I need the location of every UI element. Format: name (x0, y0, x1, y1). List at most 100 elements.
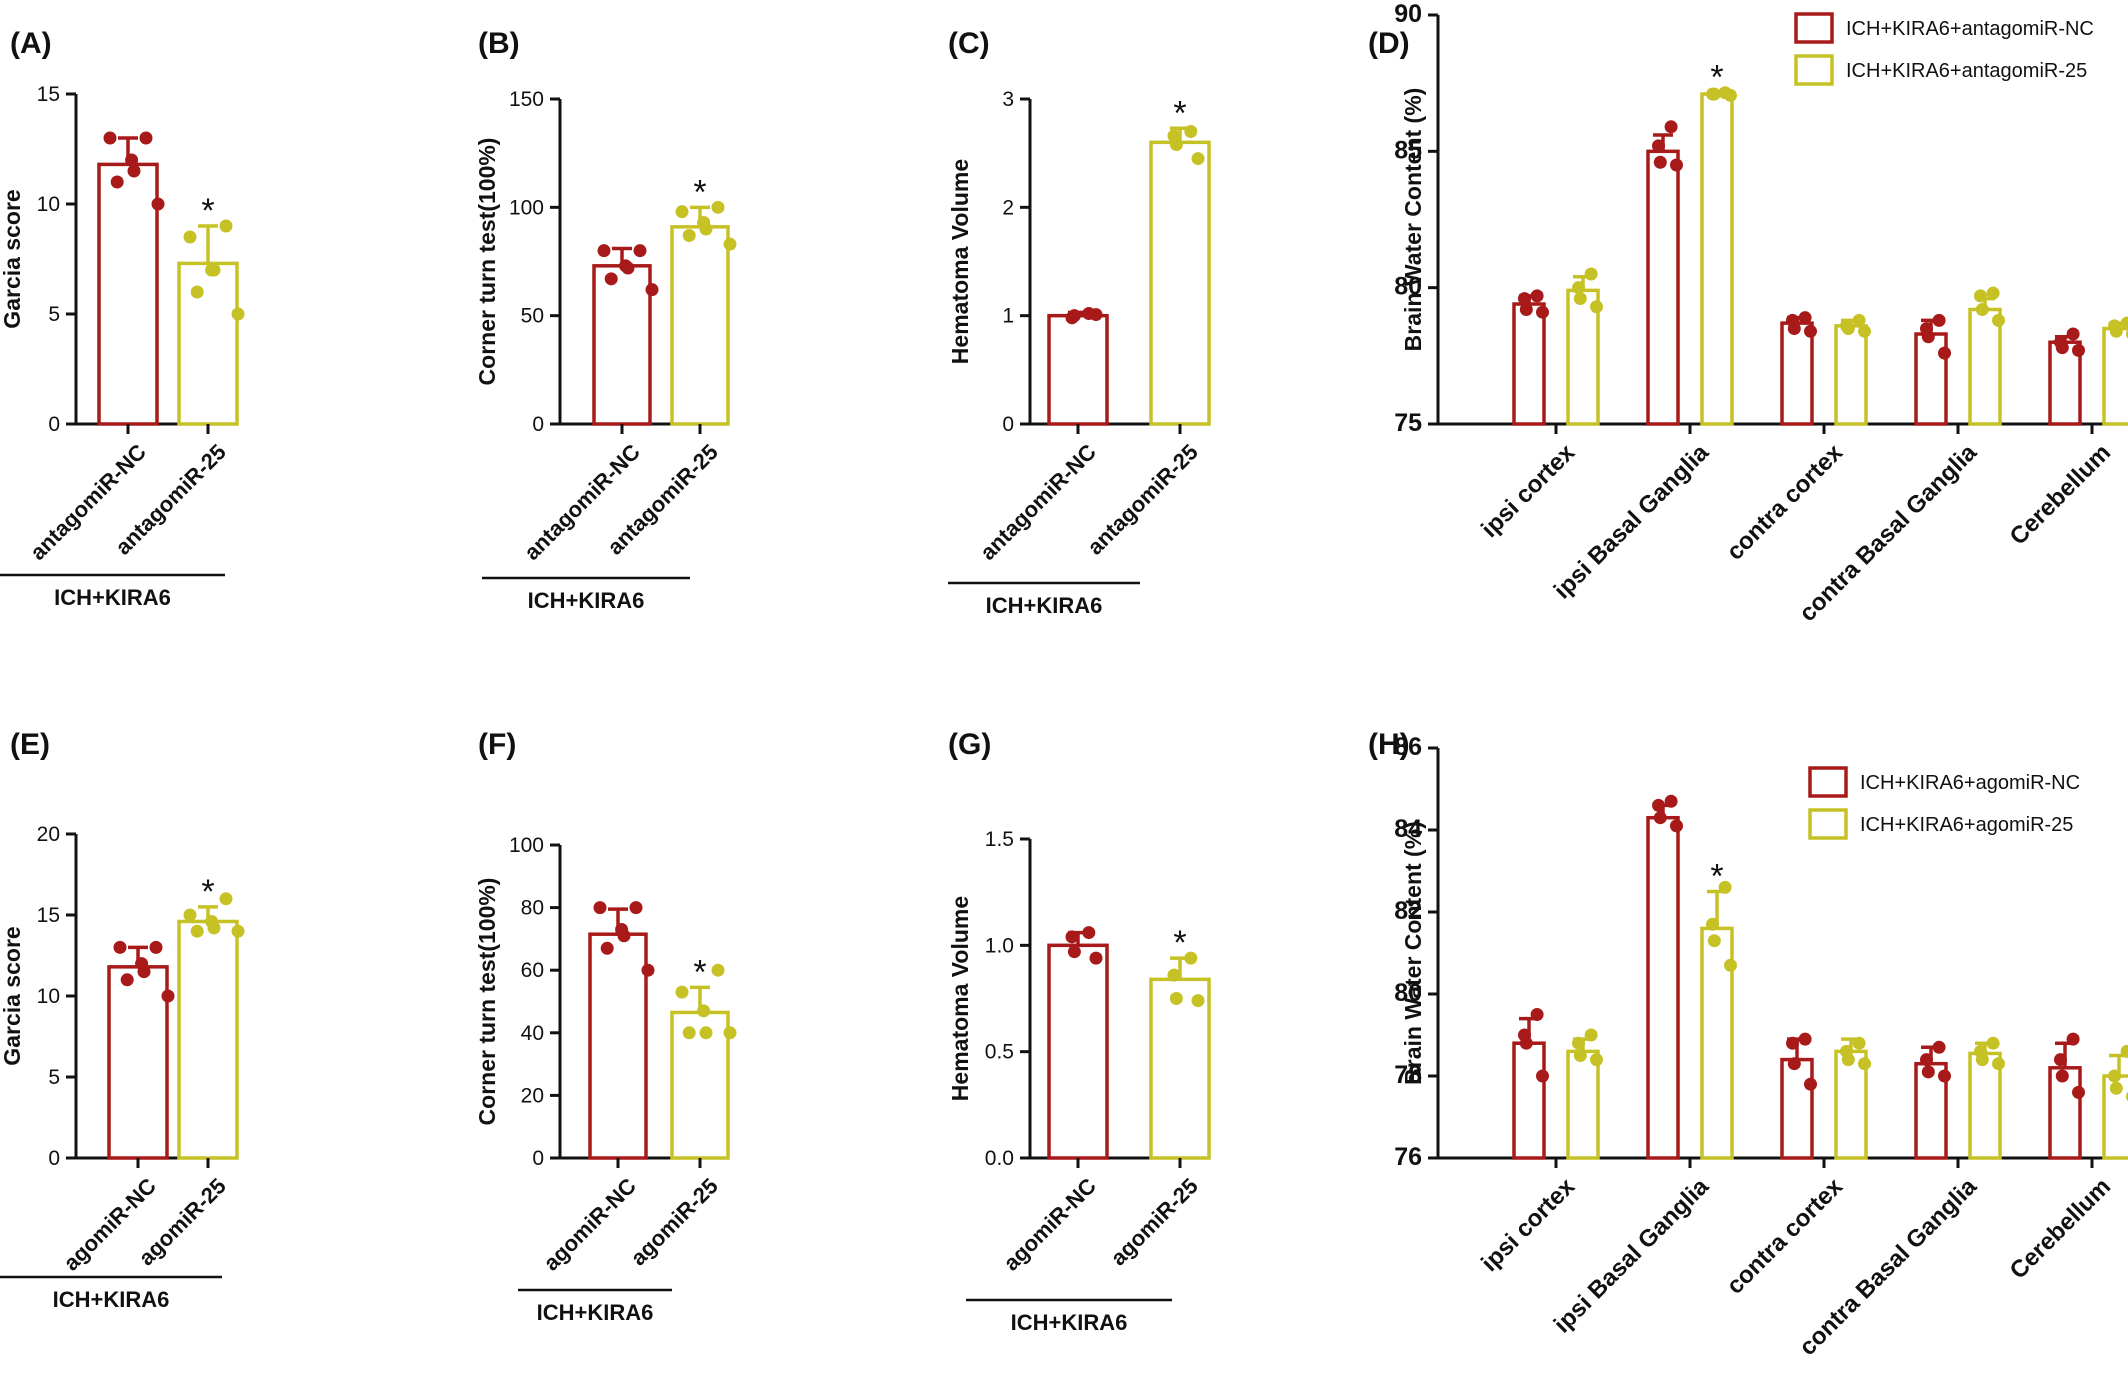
data-point (1921, 330, 1935, 344)
data-point (1530, 289, 1544, 303)
group-label: ICH+KIRA6 (537, 1300, 654, 1325)
data-point (2072, 1085, 2085, 1099)
bar (177, 261, 239, 426)
panel-label: (C) (948, 27, 990, 60)
bar (592, 264, 652, 426)
data-point (1530, 1008, 1544, 1021)
y-axis-title: Brain Water Content (%) (1400, 821, 1426, 1085)
legend-label: ICH+KIRA6+antagomiR-25 (1846, 60, 2087, 82)
data-point (1798, 1032, 1812, 1046)
data-point (127, 164, 141, 178)
data-point (1653, 155, 1667, 169)
legend-label: ICH+KIRA6+antagomiR-NC (1846, 18, 2094, 40)
data-point (1572, 1036, 1585, 1050)
data-point (219, 219, 233, 233)
y-tick-label: 15 (37, 83, 60, 106)
data-point (2120, 316, 2128, 330)
data-point (1786, 1036, 1799, 1050)
bar (1566, 1049, 1600, 1160)
data-point (1184, 125, 1198, 138)
y-tick-label: 0.5 (985, 1041, 1014, 1064)
data-point (1670, 819, 1683, 833)
data-point (1841, 322, 1855, 336)
category-label: ipsi cortex (1476, 1173, 1580, 1277)
data-point (699, 222, 713, 236)
data-point (621, 261, 635, 275)
bar (1646, 815, 1680, 1160)
bar (1646, 149, 1680, 426)
panel-label: (F) (478, 728, 516, 761)
panel-label: (A) (10, 27, 52, 60)
data-point (1798, 311, 1812, 325)
significance-star: * (1173, 94, 1186, 132)
data-point (1921, 1065, 1935, 1079)
category-label: Cerebellum (2005, 1173, 2117, 1285)
data-point (723, 1026, 737, 1040)
data-point (1573, 1049, 1587, 1062)
data-point (645, 283, 659, 297)
y-tick-label: 80 (1394, 273, 1422, 301)
panel-label: (D) (1368, 27, 1410, 60)
bar (1512, 302, 1546, 426)
panel-label: (E) (10, 728, 50, 761)
bar (1047, 313, 1109, 426)
y-tick-label: 0.0 (985, 1147, 1014, 1170)
y-axis-title: Corner turn test(100%) (474, 138, 500, 386)
category-label: agomiR-NC (998, 1173, 1100, 1275)
data-point (1082, 926, 1096, 940)
data-point (190, 924, 204, 938)
data-point (139, 131, 153, 145)
data-point (1590, 300, 1603, 314)
data-point (1519, 302, 1533, 316)
bar (2102, 326, 2128, 426)
y-tick-label: 1.5 (985, 828, 1014, 851)
data-point (1519, 1036, 1533, 1050)
data-point (641, 963, 655, 977)
y-tick-label: 78 (1394, 1061, 1422, 1089)
category-label: contra cortex (1722, 439, 1849, 566)
data-point (1852, 1036, 1866, 1050)
y-tick-label: 0 (48, 1147, 60, 1170)
y-tick-label: 100 (509, 196, 544, 219)
data-point (699, 1026, 713, 1040)
y-tick-label: 20 (521, 1084, 544, 1107)
data-point (137, 965, 151, 979)
panel-label: (H) (1368, 728, 1410, 761)
group-label: ICH+KIRA6 (1011, 1310, 1128, 1335)
y-tick-label: 5 (48, 303, 60, 326)
bar (1512, 1041, 1546, 1160)
data-point (2109, 1081, 2123, 1095)
data-point (682, 1026, 696, 1040)
bar (107, 965, 169, 1160)
legend-swatch (1794, 54, 1834, 86)
data-point (1804, 324, 1817, 338)
category-label: agomiR-NC (538, 1173, 640, 1275)
data-point (2108, 1069, 2121, 1083)
panel-f: (F) 0 20 40 60 80 100 Corner turn test(100%) * ag… (474, 728, 737, 1325)
y-tick-label: 1.0 (985, 934, 1014, 957)
y-tick-label: 20 (37, 823, 60, 846)
data-point (1089, 308, 1103, 322)
data-point (120, 973, 134, 987)
significance-star: * (1710, 858, 1723, 896)
data-point (219, 892, 233, 906)
data-point (2066, 327, 2080, 341)
bar (588, 932, 648, 1160)
y-tick-label: 84 (1394, 815, 1422, 843)
data-point (1858, 324, 1871, 338)
data-point (1584, 1028, 1598, 1042)
data-point (151, 197, 165, 211)
data-point (1992, 1057, 2005, 1071)
y-tick-label: 0 (532, 413, 544, 436)
data-point (113, 940, 127, 954)
data-point (1652, 139, 1665, 153)
bar (670, 225, 730, 426)
data-point (1670, 158, 1683, 172)
y-tick-label: 50 (521, 305, 544, 328)
data-point (183, 230, 197, 244)
bar (1780, 321, 1814, 426)
group-label: ICH+KIRA6 (986, 593, 1103, 618)
data-point (1191, 994, 1205, 1008)
